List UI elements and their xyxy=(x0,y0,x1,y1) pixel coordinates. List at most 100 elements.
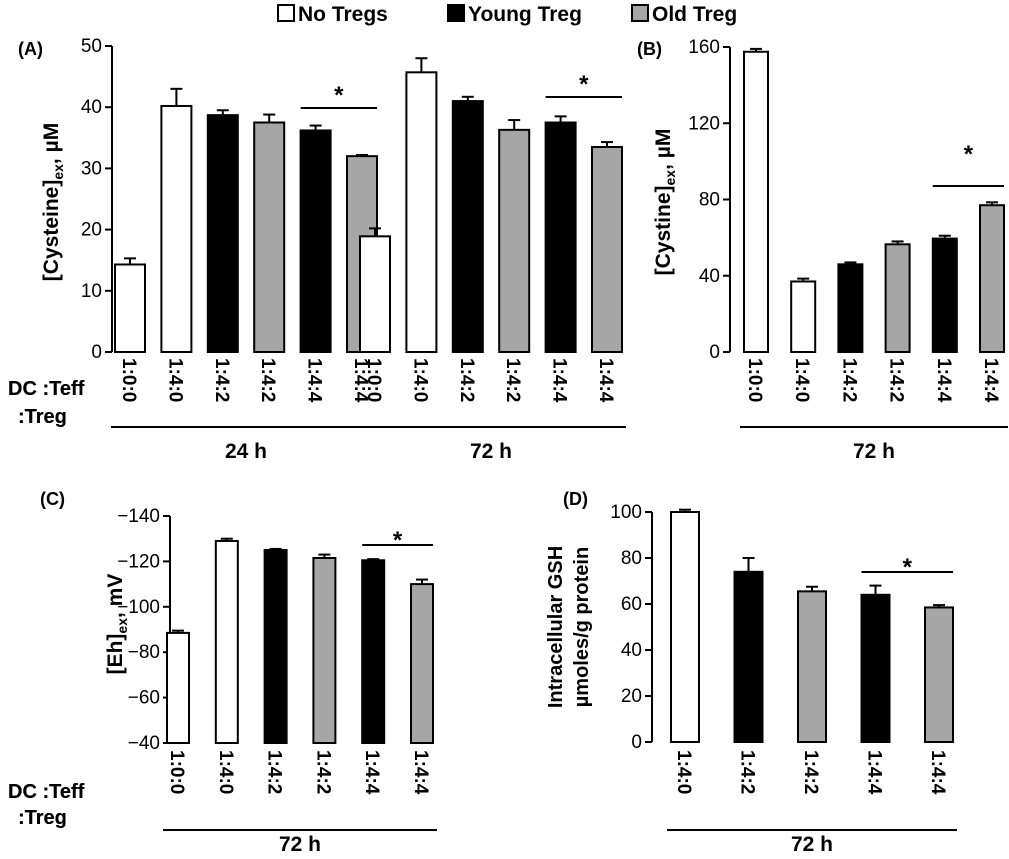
legend-label-no-tregs: No Tregs xyxy=(298,3,388,26)
y-tick-label: 80 xyxy=(699,190,720,211)
significance-star: * xyxy=(964,141,974,168)
y-tick-label: 30 xyxy=(81,158,102,179)
group-label: 72 h xyxy=(470,440,512,463)
bar-old xyxy=(410,583,434,744)
significance-star: * xyxy=(334,82,344,109)
y-tick-label: 20 xyxy=(81,220,102,241)
bar-young xyxy=(544,121,577,353)
category-label: 1:0:0 xyxy=(118,358,139,402)
bar-none xyxy=(166,631,190,745)
bar-old xyxy=(979,204,1005,353)
bar-young xyxy=(860,593,891,743)
bar-young xyxy=(206,114,239,353)
legend-label-young-treg: Young Treg xyxy=(468,3,582,26)
category-label: 1:4:2 xyxy=(800,750,821,794)
category-label: 1:0:0 xyxy=(166,750,187,794)
category-label: 1:4:2 xyxy=(502,358,523,402)
category-label: 1:4:4 xyxy=(595,358,616,403)
bar-old xyxy=(591,145,623,353)
bar-none xyxy=(743,50,769,353)
y-tick-label: −140 xyxy=(117,506,160,527)
category-label: 1:4:0 xyxy=(673,750,694,794)
y-tick-label: 0 xyxy=(709,342,720,363)
y-tick-label: −40 xyxy=(128,733,160,754)
bar-old xyxy=(924,606,954,744)
legend-swatch-old-treg xyxy=(631,4,649,22)
y-tick-label: 100 xyxy=(610,502,642,523)
y-tick-label: 40 xyxy=(699,266,720,287)
y-tick-label: 160 xyxy=(688,37,720,58)
y-tick-label: −120 xyxy=(117,551,160,572)
row-label-dc-teff: DC :Teff xyxy=(8,378,85,400)
row-label-dc-teff: DC :Teff xyxy=(8,781,85,803)
category-label: 1:4:2 xyxy=(312,750,333,794)
y-tick-label: 40 xyxy=(81,97,102,118)
row-label-treg: :Treg xyxy=(18,807,67,829)
panel-label-d: (D) xyxy=(563,489,588,509)
bar-young xyxy=(361,559,386,745)
category-label: 1:4:2 xyxy=(211,358,232,402)
significance-star: * xyxy=(903,554,913,581)
category-label: 1:4:0 xyxy=(409,358,430,402)
category-label: 1:4:0 xyxy=(215,750,236,794)
category-label: 1:4:2 xyxy=(838,358,859,402)
bar-young xyxy=(733,570,764,743)
bar-young xyxy=(837,263,864,353)
row-label-dc-teff: DC :Teff xyxy=(8,378,85,400)
bar-old xyxy=(498,128,531,353)
legend: No Tregs Young Treg Old Treg xyxy=(277,3,737,26)
bar-young xyxy=(451,100,484,353)
significance-star: * xyxy=(579,71,589,98)
y-tick-label: −80 xyxy=(128,642,160,663)
panel-a: (A) 0 10 20 30 40 50 [Cysteine]ex, µM DC :Teff :T… xyxy=(8,36,626,463)
category-label: 1:4:4 xyxy=(933,358,954,403)
group-label: 72 h xyxy=(791,833,833,856)
bar-young xyxy=(263,549,288,744)
category-label: 1:4:4 xyxy=(304,358,325,403)
y-tick-label: −100 xyxy=(117,597,160,618)
panel-label-c: (C) xyxy=(40,489,65,509)
panel-label-a: (A) xyxy=(18,39,43,59)
category-label: 1:4:0 xyxy=(791,358,812,402)
legend-swatch-young-treg xyxy=(447,4,465,22)
category-label: 1:4:2 xyxy=(264,750,285,794)
bar-none xyxy=(114,263,146,354)
y-tick-label: 60 xyxy=(621,594,642,615)
y-tick-label: 10 xyxy=(81,281,102,302)
y-tick-label: 120 xyxy=(688,113,720,134)
group-label: 72 h xyxy=(853,440,895,463)
bar-old xyxy=(312,556,337,744)
y-tick-label: 50 xyxy=(81,36,102,57)
bar-none xyxy=(790,280,817,353)
bar-old xyxy=(797,590,827,743)
y-axis-label-line-2: µmoles/g protein xyxy=(571,547,593,707)
y-axis-label: [Cysteine]ex, µM xyxy=(40,123,66,281)
bar-young xyxy=(931,237,958,353)
category-label: 1:4:4 xyxy=(549,358,570,403)
legend-swatch-no-tregs xyxy=(277,4,295,22)
row-label-dc-teff: DC :Teff xyxy=(8,781,85,803)
category-label: 1:4:0 xyxy=(164,358,185,402)
category-label: 1:4:2 xyxy=(886,358,907,402)
bar-none xyxy=(160,104,193,353)
group-label: 24 h xyxy=(225,440,267,463)
category-label: 1:4:4 xyxy=(980,358,1001,403)
y-tick-label: 0 xyxy=(91,342,102,363)
y-tick-label: 20 xyxy=(621,686,642,707)
y-axis-label-line-1: Intracellular GSH xyxy=(545,546,567,708)
y-axis-label: [Cystine]ex, µM xyxy=(652,129,678,276)
category-label: 1:0:0 xyxy=(363,358,384,402)
group-label: 72 h xyxy=(279,833,321,856)
y-tick-label: 40 xyxy=(621,640,642,661)
row-label-treg: :Treg xyxy=(18,406,67,428)
category-label: 1:4:4 xyxy=(350,358,371,403)
bar-old xyxy=(884,243,911,353)
bar-none xyxy=(670,511,700,743)
panel-d: (D) 0 20 40 60 80 100 Intracellular GSH µmoles/g… xyxy=(8,489,957,856)
row-label-treg: :Treg xyxy=(18,807,67,829)
category-label: 1:4:2 xyxy=(737,750,758,794)
category-label: 1:4:2 xyxy=(257,358,278,402)
bar-none xyxy=(214,539,239,744)
y-tick-label: 0 xyxy=(631,732,642,753)
